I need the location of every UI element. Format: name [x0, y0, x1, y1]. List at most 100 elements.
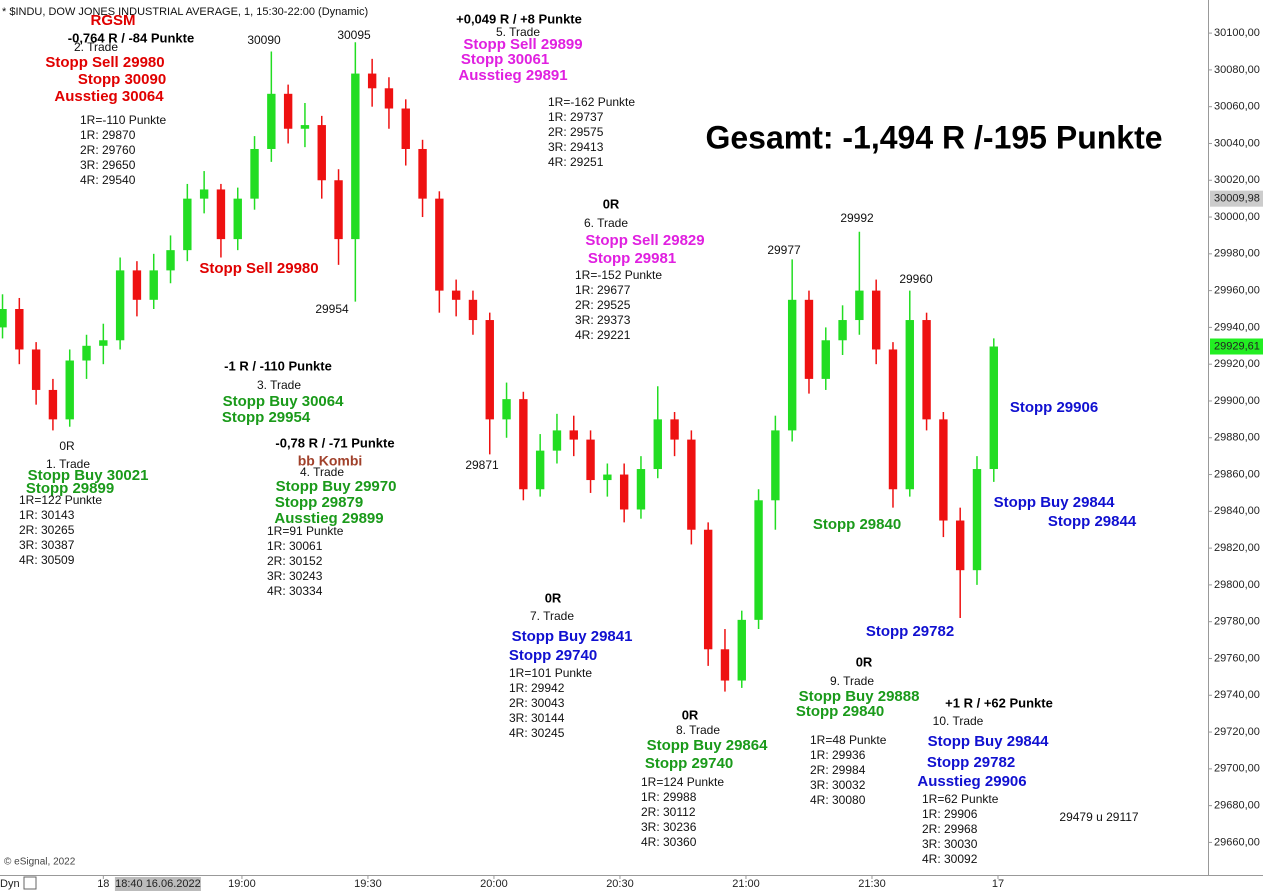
annotation: 0R — [603, 196, 620, 211]
annotation: 2R: 30112 — [641, 805, 696, 819]
annotation: -1 R / -110 Punkte — [224, 358, 332, 373]
annotation: 1. Trade — [46, 457, 90, 471]
y-tick-label: 29900,00 — [1214, 395, 1260, 407]
annotation: 2R: 29525 — [575, 298, 631, 312]
candle-body — [989, 346, 998, 470]
x-tick-label: 21:30 — [858, 878, 886, 890]
candle-body — [0, 309, 7, 328]
y-tick-label: 29880,00 — [1214, 432, 1260, 444]
y-tick-label: 29720,00 — [1214, 726, 1260, 738]
candle-body — [754, 500, 763, 620]
y-tick-label: 29700,00 — [1214, 763, 1260, 775]
chart-title: * $INDU, DOW JONES INDUSTRIAL AVERAGE, 1… — [2, 6, 368, 18]
y-tick-label: 29820,00 — [1214, 542, 1260, 554]
y-tick-label: 29760,00 — [1214, 652, 1260, 664]
annotation: Stopp Buy 29970 — [276, 478, 397, 495]
candle-body — [31, 349, 41, 390]
annotation: 3R: 29413 — [548, 140, 604, 154]
annotation: 3R: 29650 — [80, 158, 136, 172]
candle-body — [670, 419, 679, 440]
annotation: 4R: 30334 — [267, 584, 323, 598]
y-tick-label: 30080,00 — [1214, 64, 1260, 76]
annotation: 4R: 30080 — [810, 793, 866, 807]
annotation: 29871 — [465, 458, 499, 472]
y-tick-label: 30040,00 — [1214, 137, 1260, 149]
candle-body — [838, 320, 847, 341]
annotation: Stopp Sell 29980 — [199, 260, 318, 277]
x-tick-label: 20:30 — [606, 878, 634, 890]
candle-body — [300, 125, 310, 129]
annotation: 1R: 29737 — [548, 110, 604, 124]
annotation: 2R: 30265 — [19, 523, 75, 537]
y-tick-label: 29860,00 — [1214, 468, 1260, 480]
annotation: Stopp 30061 — [461, 51, 549, 68]
candle-body — [737, 619, 746, 681]
y-tick-label: 29660,00 — [1214, 836, 1260, 848]
candle-body — [166, 250, 175, 271]
annotation: 6. Trade — [584, 216, 628, 230]
annotation: 1R=101 Punkte — [509, 666, 592, 680]
x-tick-label: 20:00 — [480, 878, 508, 890]
candle-body — [720, 649, 730, 681]
candle-body — [65, 360, 74, 420]
annotation: 2R: 29968 — [922, 822, 978, 836]
annotation: Stopp 29840 — [813, 516, 901, 533]
candle-body — [703, 529, 713, 650]
x-tick-label: 17 — [992, 878, 1004, 890]
candle-body — [502, 399, 511, 420]
annotation: +1 R / +62 Punkte — [945, 695, 1053, 710]
x-tick-label: 19:00 — [228, 878, 256, 890]
annotation: 1R=-110 Punkte — [80, 113, 166, 127]
candle-body — [334, 180, 343, 240]
candle-body — [888, 349, 898, 490]
annotation: 4R: 29540 — [80, 173, 136, 187]
annotation: 1R=122 Punkte — [19, 493, 102, 507]
mode-label[interactable]: Dyn — [0, 878, 20, 890]
annotation: 3. Trade — [257, 378, 301, 392]
annotation: 3R: 30387 — [19, 538, 75, 552]
annotation: Stopp Buy 29844 — [994, 494, 1116, 511]
annotation: 29954 — [315, 302, 349, 316]
annotation: 3R: 29373 — [575, 313, 631, 327]
annotation: 29992 — [840, 211, 874, 225]
annotation: Stopp Sell 29980 — [45, 54, 164, 71]
price-label: 30009,98 — [1214, 193, 1260, 205]
annotation: 1R=-162 Punkte — [548, 95, 635, 109]
annotation: Stopp 29899 — [26, 480, 114, 497]
x-tick-label: 18 — [97, 878, 109, 890]
mode-icon[interactable] — [23, 876, 37, 890]
annotation: 1R=124 Punkte — [641, 775, 724, 789]
annotation: Stopp 29840 — [796, 703, 884, 720]
candle-body — [905, 320, 914, 490]
annotation: 1R: 29870 — [80, 128, 136, 142]
annotation: Stopp 29981 — [588, 250, 676, 267]
candle-body — [955, 520, 965, 571]
y-tick-label: 29960,00 — [1214, 285, 1260, 297]
annotation: Stopp Buy 29888 — [799, 688, 920, 705]
annotation: 0R — [682, 707, 699, 722]
annotation: +0,049 R / +8 Punkte — [456, 11, 582, 26]
candle-body — [435, 198, 444, 291]
candle-body — [771, 430, 780, 501]
x-tick-label: 21:00 — [732, 878, 760, 890]
annotation: 3R: 30030 — [922, 837, 978, 851]
candle-body — [603, 474, 612, 481]
candle-body — [552, 430, 562, 451]
cursor-label: 18:40 16.06.2022 — [115, 878, 201, 890]
candle-body — [569, 430, 578, 440]
candle-body — [283, 93, 293, 129]
source: © eSignal, 2022 — [4, 857, 76, 868]
candle-body — [636, 469, 646, 510]
candle-body — [972, 469, 982, 571]
candle-body — [871, 290, 881, 350]
y-tick-label: 29680,00 — [1214, 800, 1260, 812]
annotation: 10. Trade — [933, 714, 984, 728]
y-tick-label: 29980,00 — [1214, 248, 1260, 260]
candle-body — [317, 125, 326, 181]
annotation: 8. Trade — [676, 723, 720, 737]
annotation: Stopp 29740 — [509, 647, 597, 664]
annotation: 1R: 29936 — [810, 748, 866, 762]
annotation: Stopp 30090 — [78, 71, 166, 88]
annotation: Stopp Buy 29841 — [512, 628, 633, 645]
annotation: 1R: 30061 — [267, 539, 323, 553]
